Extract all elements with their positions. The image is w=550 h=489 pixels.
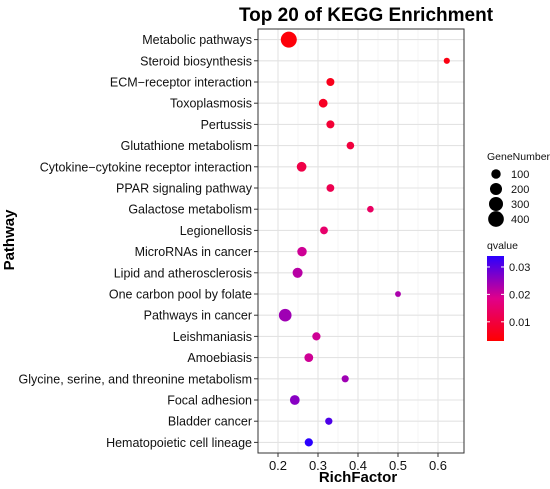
size-legend: GeneNumber 100 200 300 400 bbox=[487, 151, 550, 227]
data-point bbox=[326, 184, 335, 192]
color-legend-title: qvalue bbox=[487, 240, 518, 252]
y-tick-label: MicroRNAs in cancer bbox=[135, 245, 252, 259]
y-tick-label: Bladder cancer bbox=[168, 415, 252, 429]
data-point bbox=[289, 395, 300, 405]
y-tick-label: Hematopoietic cell lineage bbox=[106, 436, 252, 450]
x-tick-label: 0.5 bbox=[389, 458, 407, 473]
size-legend-title: GeneNumber bbox=[487, 151, 550, 163]
data-point bbox=[395, 291, 401, 297]
data-point bbox=[326, 120, 335, 129]
y-tick-label: Steroid biosynthesis bbox=[140, 54, 252, 68]
data-point bbox=[304, 353, 314, 362]
plot-panel bbox=[257, 28, 465, 454]
y-tick-label: Glutathione metabolism bbox=[121, 139, 252, 153]
size-legend-label: 200 bbox=[511, 184, 529, 196]
y-tick-label: ECM−receptor interaction bbox=[110, 76, 252, 90]
data-point bbox=[280, 31, 297, 48]
data-point bbox=[325, 417, 333, 425]
y-tick-label: Lipid and atherosclerosis bbox=[114, 266, 252, 280]
data-point bbox=[320, 226, 328, 235]
x-tick-label: 0.4 bbox=[349, 458, 367, 473]
y-tick-label: Cytokine−cytokine receptor interaction bbox=[40, 160, 252, 174]
y-tick-label: Pathways in cancer bbox=[144, 309, 252, 323]
data-point bbox=[367, 205, 374, 213]
data-point bbox=[296, 161, 307, 172]
data-point bbox=[326, 77, 335, 87]
data-point bbox=[278, 308, 292, 322]
data-point bbox=[346, 141, 355, 150]
data-point bbox=[292, 267, 303, 278]
x-tick-label: 0.2 bbox=[269, 458, 287, 473]
y-axis-labels: Metabolic pathways Steroid biosynthesis EC… bbox=[19, 33, 258, 450]
size-legend-key bbox=[488, 211, 504, 227]
size-legend-label: 300 bbox=[511, 199, 529, 211]
data-points bbox=[278, 31, 450, 447]
size-legend-label: 400 bbox=[511, 214, 529, 226]
y-axis-title: Pathway bbox=[1, 209, 18, 271]
y-tick-label: Legionellosis bbox=[180, 224, 252, 238]
y-tick-label: Pertussis bbox=[201, 118, 252, 132]
data-point bbox=[341, 375, 349, 383]
data-point bbox=[318, 98, 328, 108]
color-legend-label: 0.02 bbox=[509, 289, 530, 301]
y-tick-label: Glycine, serine, and threonine metabolis… bbox=[19, 372, 252, 386]
y-tick-label: Focal adhesion bbox=[167, 394, 252, 408]
size-legend-label: 100 bbox=[511, 169, 529, 181]
size-legend-key bbox=[491, 169, 501, 179]
y-tick-label: PPAR signaling pathway bbox=[116, 182, 253, 196]
x-tick-label: 0.3 bbox=[309, 458, 327, 473]
y-tick-label: Galactose metabolism bbox=[128, 203, 252, 217]
data-point bbox=[297, 246, 307, 257]
x-tick-label: 0.6 bbox=[429, 458, 447, 473]
data-point bbox=[312, 332, 321, 341]
size-legend-key bbox=[489, 182, 503, 196]
color-legend: qvalue 0.01 0.02 0.03 bbox=[487, 240, 530, 341]
y-tick-label: Toxoplasmosis bbox=[170, 97, 252, 111]
color-legend-bar bbox=[487, 256, 504, 341]
data-point bbox=[304, 438, 313, 447]
color-legend-label: 0.01 bbox=[509, 317, 530, 329]
size-legend-key bbox=[488, 196, 504, 212]
x-axis-labels: 0.2 0.3 0.4 0.5 0.6 bbox=[269, 453, 447, 473]
y-tick-label: Metabolic pathways bbox=[142, 33, 252, 47]
x-axis-title: RichFactor bbox=[319, 469, 398, 486]
panel-background bbox=[258, 29, 464, 453]
y-tick-label: One carbon pool by folate bbox=[109, 288, 252, 302]
data-point bbox=[443, 57, 450, 64]
y-tick-label: Leishmaniasis bbox=[173, 330, 252, 344]
y-tick-label: Amoebiasis bbox=[187, 351, 252, 365]
color-legend-label: 0.03 bbox=[509, 262, 530, 274]
panel-border bbox=[257, 28, 465, 454]
chart-title: Top 20 of KEGG Enrichment bbox=[239, 5, 494, 26]
